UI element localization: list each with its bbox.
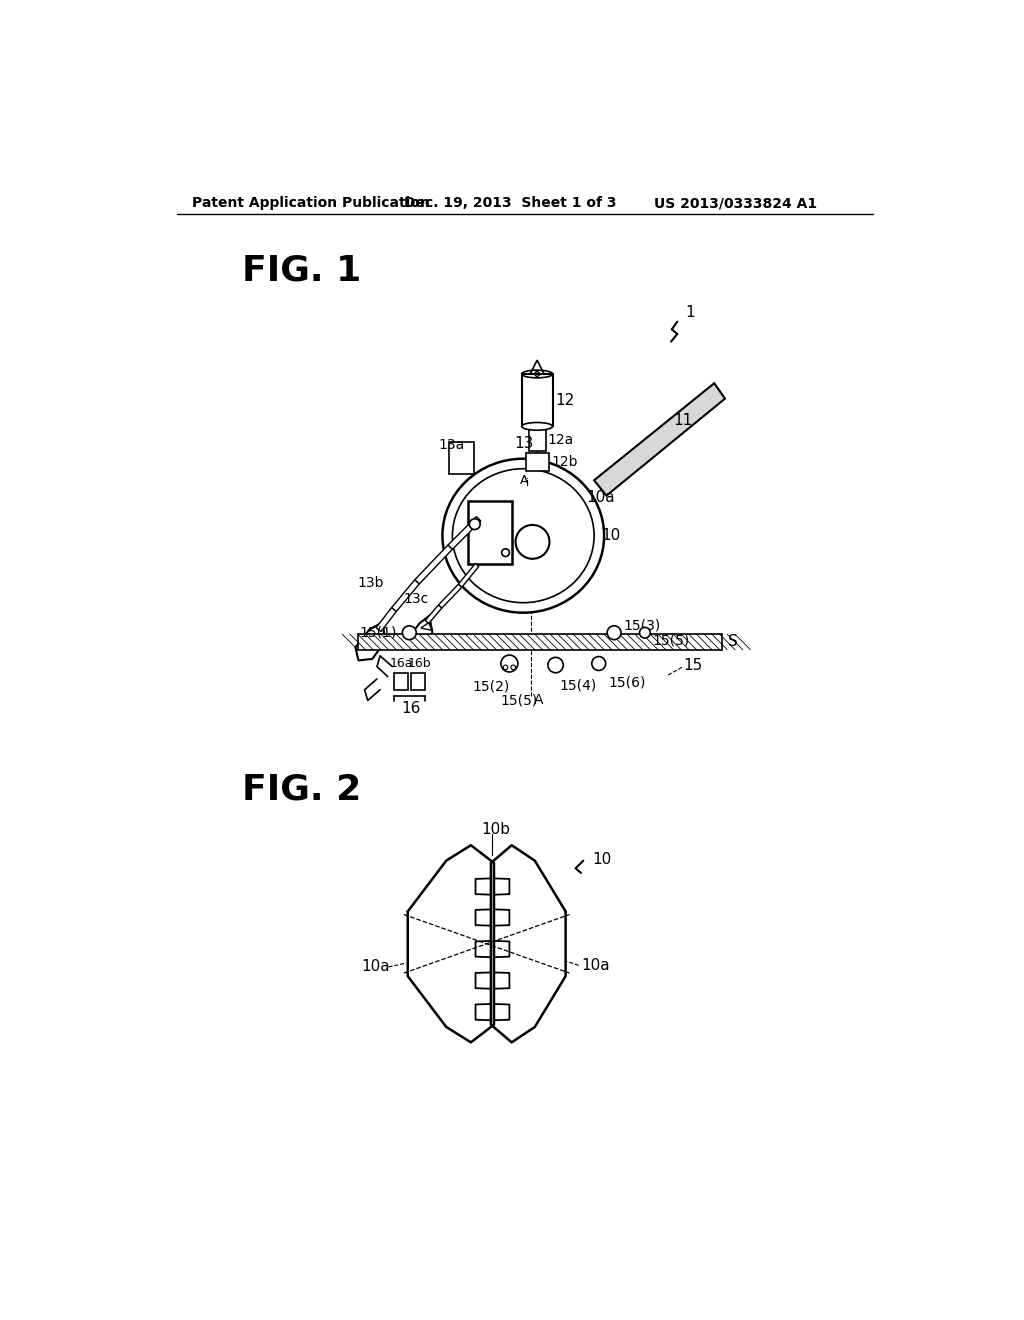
Text: 16a: 16a bbox=[390, 657, 414, 671]
Polygon shape bbox=[425, 605, 442, 623]
Text: A: A bbox=[520, 474, 528, 487]
Text: 11: 11 bbox=[674, 413, 692, 428]
Circle shape bbox=[402, 626, 416, 640]
Text: 16b: 16b bbox=[408, 657, 431, 671]
Text: 1: 1 bbox=[685, 305, 694, 319]
Polygon shape bbox=[391, 579, 420, 611]
Bar bbox=[411, 673, 425, 689]
Polygon shape bbox=[438, 585, 462, 609]
Polygon shape bbox=[415, 545, 453, 583]
Polygon shape bbox=[376, 607, 396, 631]
Circle shape bbox=[469, 519, 480, 529]
Text: A: A bbox=[535, 693, 544, 708]
Ellipse shape bbox=[453, 469, 594, 603]
Text: Dec. 19, 2013  Sheet 1 of 3: Dec. 19, 2013 Sheet 1 of 3 bbox=[403, 197, 616, 210]
Bar bbox=[525, 453, 549, 471]
Text: 10a: 10a bbox=[587, 490, 615, 504]
Text: FIG. 1: FIG. 1 bbox=[243, 253, 361, 286]
Text: 10b: 10b bbox=[482, 822, 511, 837]
Polygon shape bbox=[447, 516, 481, 549]
Text: 10a: 10a bbox=[361, 960, 390, 974]
Text: 15(5): 15(5) bbox=[500, 693, 538, 708]
Polygon shape bbox=[459, 564, 479, 587]
Text: Patent Application Publication: Patent Application Publication bbox=[193, 197, 430, 210]
Circle shape bbox=[511, 665, 515, 669]
Text: 15(1): 15(1) bbox=[359, 626, 396, 640]
Text: US 2013/0333824 A1: US 2013/0333824 A1 bbox=[654, 197, 817, 210]
Text: FIG. 2: FIG. 2 bbox=[243, 772, 361, 807]
Text: 16: 16 bbox=[401, 701, 421, 715]
Text: 15: 15 bbox=[683, 657, 702, 673]
Bar bbox=[521, 374, 553, 426]
Text: 12b: 12b bbox=[551, 455, 578, 469]
Text: 13c: 13c bbox=[403, 591, 429, 606]
Ellipse shape bbox=[442, 459, 604, 612]
Bar bbox=[468, 502, 512, 564]
Bar bbox=[528, 429, 546, 451]
Circle shape bbox=[503, 665, 508, 669]
Ellipse shape bbox=[521, 422, 553, 430]
Bar bbox=[450, 442, 474, 474]
Text: 13: 13 bbox=[514, 436, 534, 451]
Text: S: S bbox=[728, 635, 738, 649]
Text: 15(5): 15(5) bbox=[652, 634, 690, 647]
Text: 15(4): 15(4) bbox=[559, 678, 597, 692]
Text: 10: 10 bbox=[593, 851, 611, 867]
Circle shape bbox=[592, 656, 605, 671]
Text: 12: 12 bbox=[555, 392, 574, 408]
Text: 15(2): 15(2) bbox=[472, 680, 510, 693]
Bar bbox=[394, 673, 408, 689]
Circle shape bbox=[515, 525, 550, 558]
Circle shape bbox=[607, 626, 621, 640]
Text: 15(3): 15(3) bbox=[624, 618, 660, 632]
Circle shape bbox=[640, 627, 650, 638]
Text: 12a: 12a bbox=[548, 433, 574, 447]
Circle shape bbox=[548, 657, 563, 673]
Text: 15(6): 15(6) bbox=[608, 676, 645, 690]
Text: 13a: 13a bbox=[438, 438, 465, 451]
Text: 13b: 13b bbox=[357, 577, 384, 590]
Text: 10a: 10a bbox=[581, 958, 609, 973]
Bar bbox=[357, 635, 722, 649]
Polygon shape bbox=[594, 383, 725, 496]
Circle shape bbox=[502, 549, 509, 557]
Text: i: i bbox=[526, 478, 529, 488]
Text: 10: 10 bbox=[602, 528, 621, 544]
Circle shape bbox=[501, 655, 518, 672]
